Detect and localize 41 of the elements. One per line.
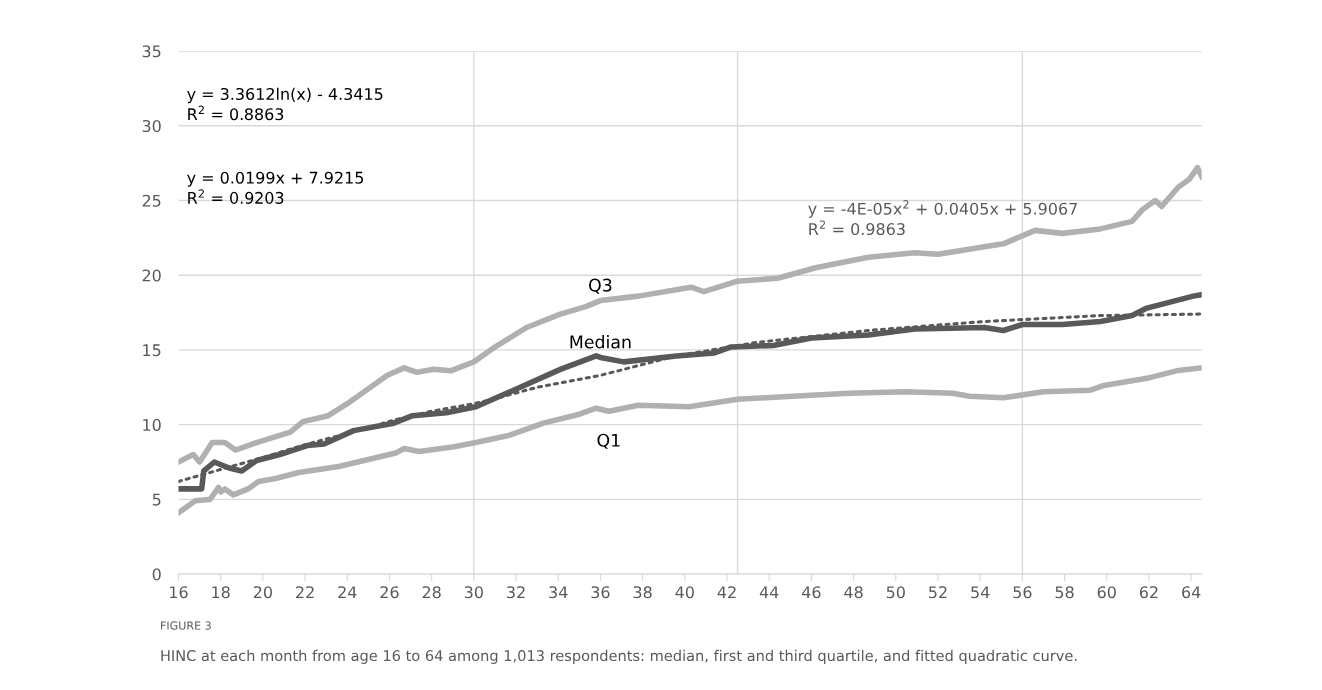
x-tick-label: 22 — [296, 586, 314, 599]
x-tick-label: 32 — [507, 586, 525, 599]
y-tick-label: 0 — [152, 568, 161, 581]
x-tick-label: 24 — [338, 586, 357, 599]
x-tick-label: 18 — [212, 586, 230, 599]
y-tick-label: 35 — [142, 45, 161, 58]
y-tick-label: 15 — [143, 344, 161, 357]
x-tick-label: 36 — [591, 586, 610, 599]
x-tick-label: 62 — [1139, 586, 1158, 599]
x-tick-label: 30 — [464, 586, 483, 599]
x-tick-label: 40 — [675, 586, 694, 599]
x-tick-label: 58 — [1055, 586, 1074, 599]
x-tick-label: 26 — [380, 586, 399, 599]
annotation: y = 3.3612ln(x) - 4.3415 R$^{2}$ = 0.8863 — [187, 87, 383, 121]
x-tick-label: 60 — [1097, 586, 1116, 599]
x-tick-label: 52 — [929, 586, 947, 599]
x-tick-label: 54 — [971, 586, 990, 599]
x-tick-label: 28 — [422, 586, 441, 599]
y-tick-label: 25 — [142, 194, 161, 207]
y-tick-label: 10 — [143, 418, 161, 431]
x-tick-label: 56 — [1013, 586, 1032, 599]
x-tick-label: 46 — [802, 586, 821, 599]
annotation: y = 0.0199x + 7.9215 R$^{2}$ = 0.9203 — [187, 171, 364, 204]
caption: FIGURE 3 — [161, 621, 211, 630]
y-tick-label: 30 — [142, 119, 161, 133]
x-tick-label: 44 — [759, 586, 779, 599]
x-tick-label: 16 — [170, 586, 188, 599]
series-label: Median — [570, 335, 631, 349]
y-tick-label: 5 — [152, 493, 161, 506]
y-tick-label: 20 — [142, 269, 161, 282]
x-tick-label: 38 — [633, 586, 652, 599]
x-tick-label: 34 — [549, 586, 568, 599]
text: HINC at each month from age 16 to 64 among 1,013 respondents: median, first and third quartile, and fitted quadratic curve. — [161, 649, 1077, 664]
series-label: Q1 — [597, 433, 620, 449]
x-tick-label: 48 — [844, 586, 863, 599]
x-tick-label: 50 — [886, 586, 905, 599]
series-label: Q3 — [589, 278, 612, 294]
x-tick-label: 20 — [253, 586, 272, 599]
text: y = -4E-05x$^{2}$ + 0.0405x + 5.9067 R$^{2}$ = 0.9863 — [808, 200, 1077, 236]
x-tick-label: 42 — [717, 586, 736, 599]
x-tick-label: 64 — [1182, 586, 1201, 599]
